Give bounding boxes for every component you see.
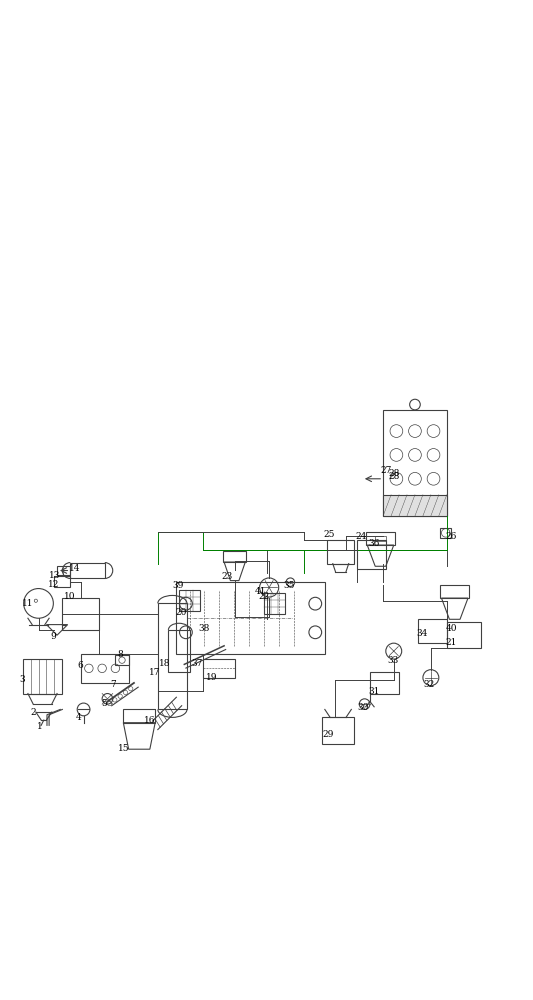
Text: 21: 21 (446, 638, 457, 647)
Text: 23: 23 (221, 572, 233, 581)
Bar (203, 659, 235, 678)
Text: 41: 41 (255, 587, 266, 596)
Text: 27: 27 (381, 466, 392, 475)
Text: 14: 14 (69, 564, 81, 573)
Text: 33: 33 (387, 656, 399, 665)
Text: 38: 38 (199, 624, 210, 633)
Bar (223, 551, 246, 562)
Text: 30: 30 (358, 703, 369, 712)
Text: 11: 11 (21, 599, 33, 608)
Bar (123, 709, 155, 723)
Text: 8: 8 (117, 650, 123, 659)
Text: 17: 17 (149, 668, 160, 677)
Text: 13: 13 (49, 571, 60, 580)
Text: 26: 26 (446, 532, 457, 541)
Text: 9: 9 (51, 632, 56, 641)
Text: 40: 40 (446, 624, 457, 633)
Bar (383, 410, 447, 516)
Bar (322, 717, 354, 744)
Bar (383, 495, 447, 516)
Text: 25: 25 (324, 530, 335, 539)
Bar (81, 654, 128, 683)
Text: 37: 37 (191, 659, 203, 668)
Text: 1: 1 (37, 722, 43, 731)
Bar (440, 528, 451, 538)
Text: 12: 12 (48, 580, 59, 589)
Text: 2: 2 (30, 708, 36, 717)
Bar (179, 590, 200, 611)
Bar (176, 582, 325, 654)
Text: 34: 34 (416, 629, 427, 638)
Text: 39: 39 (172, 581, 183, 590)
Text: 4: 4 (76, 713, 82, 722)
Text: 24: 24 (356, 532, 367, 541)
Bar (366, 532, 395, 545)
Text: 7: 7 (110, 680, 116, 689)
Text: 35: 35 (284, 581, 295, 590)
Bar (158, 603, 187, 709)
Text: 16: 16 (143, 716, 155, 725)
Bar (62, 598, 100, 630)
Text: 6: 6 (77, 661, 83, 670)
Text: 10: 10 (64, 592, 76, 601)
Text: 31: 31 (368, 687, 379, 696)
Text: 28: 28 (389, 469, 400, 478)
Bar (357, 540, 386, 569)
Text: 29: 29 (322, 730, 334, 739)
Bar (168, 630, 190, 672)
Text: 32: 32 (423, 680, 434, 689)
Text: 20: 20 (175, 608, 187, 617)
Bar (22, 659, 62, 694)
Bar (57, 566, 70, 575)
Bar (54, 576, 70, 587)
Text: 5: 5 (101, 699, 107, 708)
Bar (375, 536, 386, 541)
Text: 22: 22 (259, 592, 270, 601)
Bar (264, 593, 285, 614)
Bar (327, 540, 354, 564)
Text: 36: 36 (368, 539, 379, 548)
Bar (447, 622, 481, 648)
Bar (370, 672, 399, 694)
Bar (440, 585, 469, 598)
Bar (115, 655, 128, 665)
Text: 18: 18 (159, 659, 171, 668)
Text: 28: 28 (389, 472, 400, 481)
Text: 19: 19 (206, 673, 217, 682)
Bar (70, 563, 105, 578)
Bar (418, 619, 447, 643)
Text: 15: 15 (118, 744, 130, 753)
Text: 3: 3 (19, 675, 25, 684)
